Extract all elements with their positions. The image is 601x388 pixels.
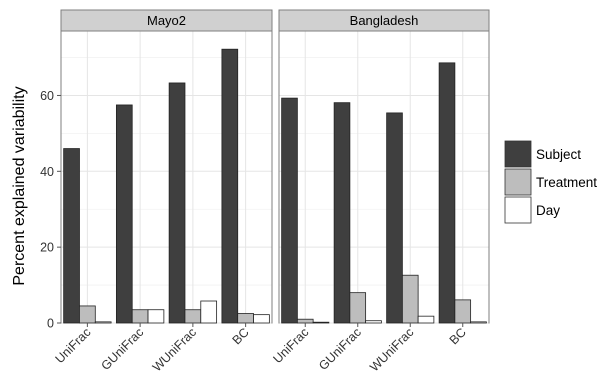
x-tick-label: GUniFrac xyxy=(316,325,364,373)
bar-mayo2-wunifrac-day xyxy=(200,300,218,324)
bar-mayo2-wunifrac-subject xyxy=(168,82,186,324)
bar-bangladesh-wunifrac-day xyxy=(417,315,435,324)
bar-bangladesh-wunifrac-subject xyxy=(386,112,403,324)
x-tick-label: BC xyxy=(230,325,252,347)
legend-key-day xyxy=(504,196,532,224)
bar-mayo2-unifrac-treatment xyxy=(79,305,96,324)
y-axis-label: Percent explained variability xyxy=(11,86,28,285)
bar-mayo2-bc-subject xyxy=(221,48,239,324)
facet-panel-mayo2: Mayo2 UniFrac GUniFrac WUniFrac BC 0 20 40 60 xyxy=(40,9,273,374)
bar-bangladesh-unifrac-treatment xyxy=(296,318,314,324)
bar-bangladesh-bc-subject xyxy=(438,62,456,324)
facet-title: Bangladesh xyxy=(350,13,419,28)
bar-mayo2-unifrac-subject xyxy=(63,148,80,324)
y-tick-label: 0 xyxy=(47,317,54,331)
x-tick-label: GUniFrac xyxy=(99,325,147,373)
x-tick-label: WUniFrac xyxy=(367,325,416,374)
x-tick-label: UniFrac xyxy=(271,325,312,366)
bar-mayo2-gunifrac-treatment xyxy=(131,309,149,324)
x-tick-label: UniFrac xyxy=(53,325,94,366)
facet-panel-bangladesh: Bangladesh UniFrac GUniFrac WUniFrac BC xyxy=(271,9,490,374)
legend-label-treatment: Treatment xyxy=(536,175,597,190)
bar-mayo2-wunifrac-treatment xyxy=(184,309,202,324)
bar-mayo2-bc-treatment xyxy=(237,313,254,324)
y-tick-label: 60 xyxy=(40,89,54,103)
legend: Subject Treatment Day xyxy=(504,140,597,224)
bar-bangladesh-unifrac-day xyxy=(312,321,330,324)
panel-background xyxy=(278,30,490,324)
bar-mayo2-unifrac-day xyxy=(94,321,112,324)
bar-mayo2-gunifrac-day xyxy=(147,309,165,324)
legend-key-treatment xyxy=(504,168,532,196)
bar-bangladesh-gunifrac-treatment xyxy=(349,292,367,324)
bar-bangladesh-bc-day xyxy=(470,321,487,324)
y-tick-label: 40 xyxy=(40,165,54,179)
bar-bangladesh-gunifrac-subject xyxy=(333,102,351,324)
y-tick-label: 20 xyxy=(40,241,54,255)
x-tick-label: WUniFrac xyxy=(150,325,199,374)
bar-mayo2-gunifrac-subject xyxy=(115,104,133,324)
bar-bangladesh-unifrac-subject xyxy=(281,97,298,324)
legend-label-day: Day xyxy=(536,203,560,218)
legend-label-subject: Subject xyxy=(536,147,581,162)
facet-title: Mayo2 xyxy=(147,13,186,28)
bar-mayo2-bc-day xyxy=(253,314,270,324)
panel-background xyxy=(60,30,273,324)
bar-bangladesh-bc-treatment xyxy=(454,299,472,324)
x-tick-label: BC xyxy=(447,325,469,347)
bar-bangladesh-gunifrac-day xyxy=(365,320,382,324)
legend-key-subject xyxy=(504,140,532,168)
bar-bangladesh-wunifrac-treatment xyxy=(401,274,419,324)
